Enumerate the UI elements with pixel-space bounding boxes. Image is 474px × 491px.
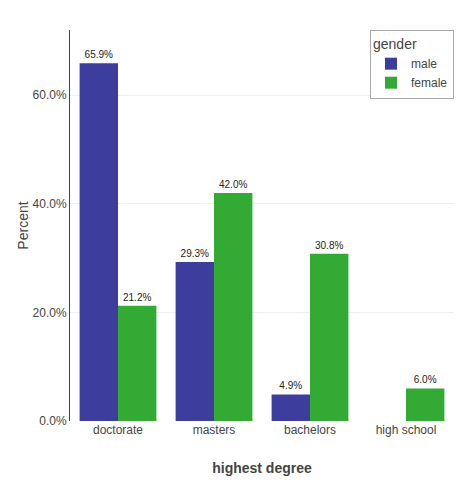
- svg-text:doctorate: doctorate: [93, 423, 143, 437]
- svg-text:bachelors: bachelors: [284, 423, 336, 437]
- svg-text:40.0%: 40.0%: [33, 197, 67, 211]
- svg-text:masters: masters: [193, 423, 236, 437]
- svg-text:0.0%: 0.0%: [39, 414, 67, 428]
- svg-text:male: male: [411, 57, 437, 71]
- svg-text:female: female: [411, 76, 447, 90]
- svg-text:highest degree: highest degree: [212, 460, 312, 476]
- svg-text:4.9%: 4.9%: [279, 380, 302, 391]
- svg-text:gender: gender: [373, 36, 417, 52]
- svg-text:6.0%: 6.0%: [414, 374, 437, 385]
- svg-text:20.0%: 20.0%: [33, 306, 67, 320]
- svg-text:65.9%: 65.9%: [85, 49, 113, 60]
- svg-text:30.8%: 30.8%: [315, 240, 343, 251]
- svg-text:Percent: Percent: [15, 201, 31, 249]
- svg-text:42.0%: 42.0%: [219, 179, 247, 190]
- svg-text:21.2%: 21.2%: [123, 292, 151, 303]
- svg-text:high school: high school: [376, 423, 437, 437]
- svg-text:29.3%: 29.3%: [181, 248, 209, 259]
- svg-text:60.0%: 60.0%: [33, 88, 67, 102]
